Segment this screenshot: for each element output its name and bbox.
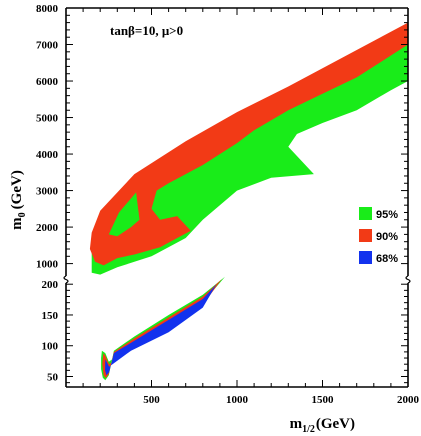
y-tick-label: 6000 — [36, 76, 59, 88]
y-tick-label: 4000 — [36, 149, 59, 161]
y-tick-label: 1000 — [36, 259, 59, 271]
axis-break-left — [63, 275, 69, 284]
y-axis-title: m0(GeV) — [9, 170, 28, 230]
region-90-upper — [89, 22, 409, 266]
legend-swatch — [359, 229, 372, 242]
x-tick-label: 500 — [143, 394, 160, 406]
legend-label: 68% — [376, 253, 398, 265]
legend-label: 90% — [376, 231, 398, 243]
x-tick-label: 1500 — [312, 394, 335, 406]
y-tick-label: 7000 — [36, 40, 59, 52]
y-tick-label: 5000 — [36, 113, 59, 125]
x-axis-title: m1/2(GeV) — [290, 416, 355, 435]
legend: 95% 90% 68% — [359, 207, 398, 265]
y-tick-label: 3000 — [36, 186, 59, 198]
tick-layer: 500 1000 1500 2000 1000 2000 3000 4000 5000 6000 7… — [36, 3, 420, 406]
y-tick-label: 2000 — [36, 222, 59, 234]
legend-swatch — [359, 207, 372, 220]
y-tick-label: 150 — [42, 310, 59, 322]
y-tick-label: 100 — [42, 341, 59, 353]
x-tick-label: 1000 — [226, 394, 249, 406]
axis-break-right — [405, 275, 411, 284]
chart-annotation: tanβ=10, μ>0 — [110, 23, 183, 38]
y-tick-label: 50 — [47, 372, 59, 384]
region-68-lower — [105, 284, 217, 376]
legend-label: 95% — [376, 209, 398, 221]
region-95-upper-island — [108, 192, 140, 237]
frame-layer — [63, 7, 411, 388]
y-tick-label: 8000 — [36, 3, 59, 15]
y-tick-label: 200 — [42, 279, 59, 291]
x-tick-label: 2000 — [397, 394, 420, 406]
region-layer — [89, 22, 409, 381]
region-95-upper — [91, 33, 408, 275]
legend-swatch — [359, 251, 372, 264]
